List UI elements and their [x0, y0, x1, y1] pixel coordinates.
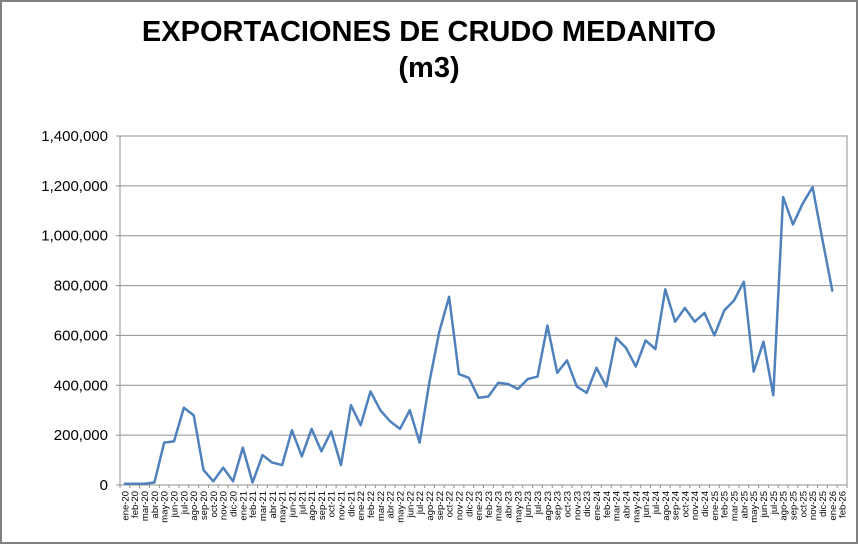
x-axis-label: jun-21	[287, 491, 298, 518]
x-axis-label: abr-21	[268, 491, 279, 518]
x-axis-label: mar-22	[376, 491, 387, 521]
x-axis-label: oct-20	[209, 491, 220, 517]
x-axis-label: oct-23	[563, 491, 574, 517]
y-axis-label: 1,200,000	[41, 178, 108, 195]
x-axis-label: feb-22	[366, 491, 377, 518]
x-axis-label: sep-22	[435, 491, 446, 520]
x-axis-label: sep-23	[553, 491, 564, 520]
x-axis-label: ago-24	[661, 491, 672, 521]
x-axis-label: mar-20	[140, 491, 151, 521]
x-axis-label: jul-21	[297, 491, 308, 515]
x-axis-label: jul-24	[651, 491, 662, 515]
x-axis-label: nov-24	[690, 491, 701, 520]
x-axis-label: nov-21	[337, 491, 348, 520]
x-axis-label: feb-23	[484, 491, 495, 518]
x-axis-label: jun-24	[641, 491, 652, 518]
x-axis-label: ago-21	[307, 491, 318, 521]
plot-border	[119, 135, 848, 486]
x-axis-label: abr-20	[150, 491, 161, 518]
x-axis-label: oct-21	[327, 491, 338, 517]
x-axis-label: mar-23	[494, 491, 505, 521]
x-axis-label: dic-22	[464, 491, 475, 517]
x-axis-label: dic-25	[818, 491, 829, 517]
x-axis-label: ene-21	[238, 491, 249, 521]
x-axis-label: ago-20	[189, 491, 200, 521]
x-axis-label: mar-21	[258, 491, 269, 521]
x-axis-label: nov-25	[808, 491, 819, 520]
x-axis-label: feb-26	[838, 491, 849, 518]
x-axis-label: abr-24	[621, 491, 632, 518]
x-axis-label: abr-22	[386, 491, 397, 518]
chart-title: EXPORTACIONES DE CRUDO MEDANITO (m3)	[141, 16, 717, 85]
x-axis-label: ene-20	[120, 491, 131, 521]
x-axis-label: dic-20	[228, 491, 239, 517]
x-axis-label: oct-24	[680, 491, 691, 517]
x-axis-label: jun-22	[405, 491, 416, 518]
x-axis-label: feb-24	[602, 491, 613, 518]
x-axis-label: nov-20	[219, 491, 230, 520]
x-axis-label: jul-25	[769, 491, 780, 515]
x-axis-label: jul-22	[415, 491, 426, 515]
x-axis-label: nov-22	[454, 491, 465, 520]
x-axis-label: oct-22	[445, 491, 456, 517]
x-axis-label: ago-23	[543, 491, 554, 521]
x-axis-label: sep-20	[199, 491, 210, 520]
x-axis-label: ago-25	[779, 491, 790, 521]
x-axis-label: nov-23	[572, 491, 583, 520]
x-axis-label: jun-20	[170, 491, 181, 518]
x-axis-label: ene-25	[710, 491, 721, 521]
x-axis-label: ene-23	[474, 491, 485, 521]
x-axis-label: ene-26	[828, 491, 839, 521]
x-axis-label: oct-25	[798, 491, 809, 517]
x-axis-label: ago-22	[425, 491, 436, 521]
y-axis-label: 0	[100, 477, 108, 494]
y-axis-label: 600,000	[54, 327, 108, 344]
x-axis-label: dic-21	[346, 491, 357, 517]
x-axis-label: ene-24	[592, 491, 603, 521]
x-axis-label: may-20	[160, 491, 171, 523]
x-axis-label: may-23	[513, 491, 524, 523]
x-axis-label: feb-20	[130, 491, 141, 518]
x-axis-label: feb-25	[720, 491, 731, 518]
x-axis-label: may-24	[631, 491, 642, 523]
data-line-series	[123, 185, 834, 486]
x-axis-label: may-22	[395, 491, 406, 523]
x-axis-label: sep-25	[788, 491, 799, 520]
x-axis-label: abr-25	[739, 491, 750, 518]
x-axis-label: jun-25	[759, 491, 770, 518]
x-axis-label: jul-20	[179, 491, 190, 515]
x-axis-label: sep-24	[671, 491, 682, 520]
x-axis-label: sep-21	[317, 491, 328, 520]
x-axis-label: jul-23	[533, 491, 544, 515]
x-axis-label: abr-23	[504, 491, 515, 518]
x-axis-label: jun-23	[523, 491, 534, 518]
y-axis-label: 1,000,000	[41, 228, 108, 245]
y-axis-label: 400,000	[54, 377, 108, 394]
y-axis-label: 800,000	[54, 278, 108, 295]
x-axis-label: mar-25	[730, 491, 741, 521]
x-axis-label: may-21	[278, 491, 289, 523]
x-axis-label: dic-23	[582, 491, 593, 517]
y-axis-label: 200,000	[54, 427, 108, 444]
x-axis-label: dic-24	[700, 491, 711, 517]
x-axis-label: may-25	[749, 491, 760, 523]
x-axis-label: ene-22	[356, 491, 367, 521]
y-axis-label: 1,400,000	[41, 128, 108, 145]
x-axis-label: mar-24	[612, 491, 623, 521]
x-axis-label: feb-21	[248, 491, 259, 518]
